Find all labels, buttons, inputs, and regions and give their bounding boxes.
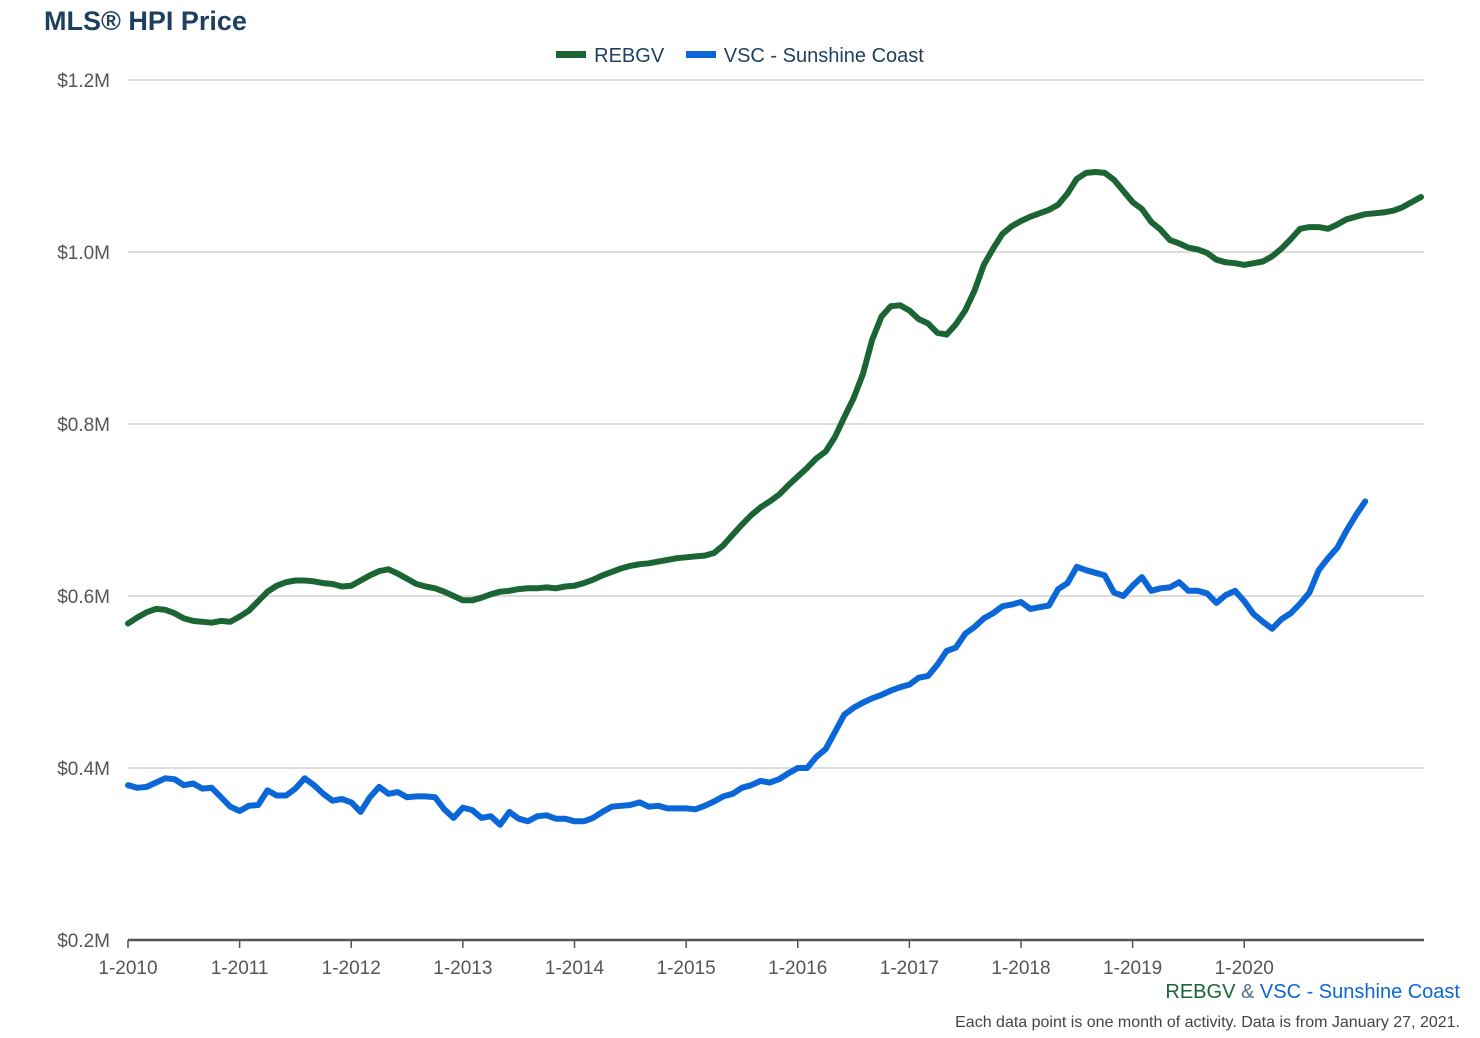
legend-swatch-vsc xyxy=(685,51,716,59)
x-tick-label: 1-2010 xyxy=(98,958,157,979)
x-tick-label: 1-2017 xyxy=(880,958,939,979)
x-tick-label: 1-2012 xyxy=(322,958,381,979)
y-tick-label: $0.8M xyxy=(57,415,110,436)
legend-label-vsc: VSC - Sunshine Coast xyxy=(723,45,924,67)
footer-series-b: VSC - Sunshine Coast xyxy=(1259,981,1460,1003)
footer-note: Each data point is one month of activity… xyxy=(955,1014,1460,1031)
x-tick-label: 1-2016 xyxy=(768,958,827,979)
chart-title: MLS® HPI Price xyxy=(44,6,247,36)
x-tick-label: 1-2018 xyxy=(991,958,1050,979)
chart-legend: REBGV VSC - Sunshine Coast xyxy=(0,45,1480,68)
y-tick-label: $0.2M xyxy=(57,931,110,952)
legend-label-rebgv: REBGV xyxy=(594,45,665,67)
y-tick-label: $0.6M xyxy=(57,587,110,608)
legend-item-rebgv[interactable]: REBGV xyxy=(556,45,664,68)
series-lines xyxy=(125,169,1424,828)
y-axis-ticks: $0.2M $0.4M $0.6M $0.8M $1.0M $1.2M xyxy=(57,71,110,952)
series-line-rebgv xyxy=(125,169,1424,627)
y-tick-label: $1.2M xyxy=(57,71,110,92)
x-tick-label: 1-2020 xyxy=(1215,958,1274,979)
x-axis-ticks: 1-2010 1-2011 1-2012 1-2013 1-2014 1-2015 1-20… xyxy=(98,940,1274,979)
series-line-vsc xyxy=(125,498,1369,828)
x-tick-label: 1-2014 xyxy=(545,958,605,979)
legend-item-vsc[interactable]: VSC - Sunshine Coast xyxy=(685,45,924,68)
x-tick-label: 1-2019 xyxy=(1103,958,1162,979)
footer-series-caption: REBGV & VSC - Sunshine Coast xyxy=(1165,981,1460,1004)
x-tick-label: 1-2011 xyxy=(211,958,269,979)
footer-amp: & xyxy=(1240,981,1255,1003)
x-tick-label: 1-2015 xyxy=(657,958,716,979)
x-tick-label: 1-2013 xyxy=(433,958,492,979)
legend-swatch-rebgv xyxy=(556,51,587,59)
y-tick-label: $1.0M xyxy=(57,243,110,264)
footer-series-a: REBGV xyxy=(1165,981,1236,1003)
y-tick-label: $0.4M xyxy=(57,759,110,780)
gridlines xyxy=(128,79,1424,942)
